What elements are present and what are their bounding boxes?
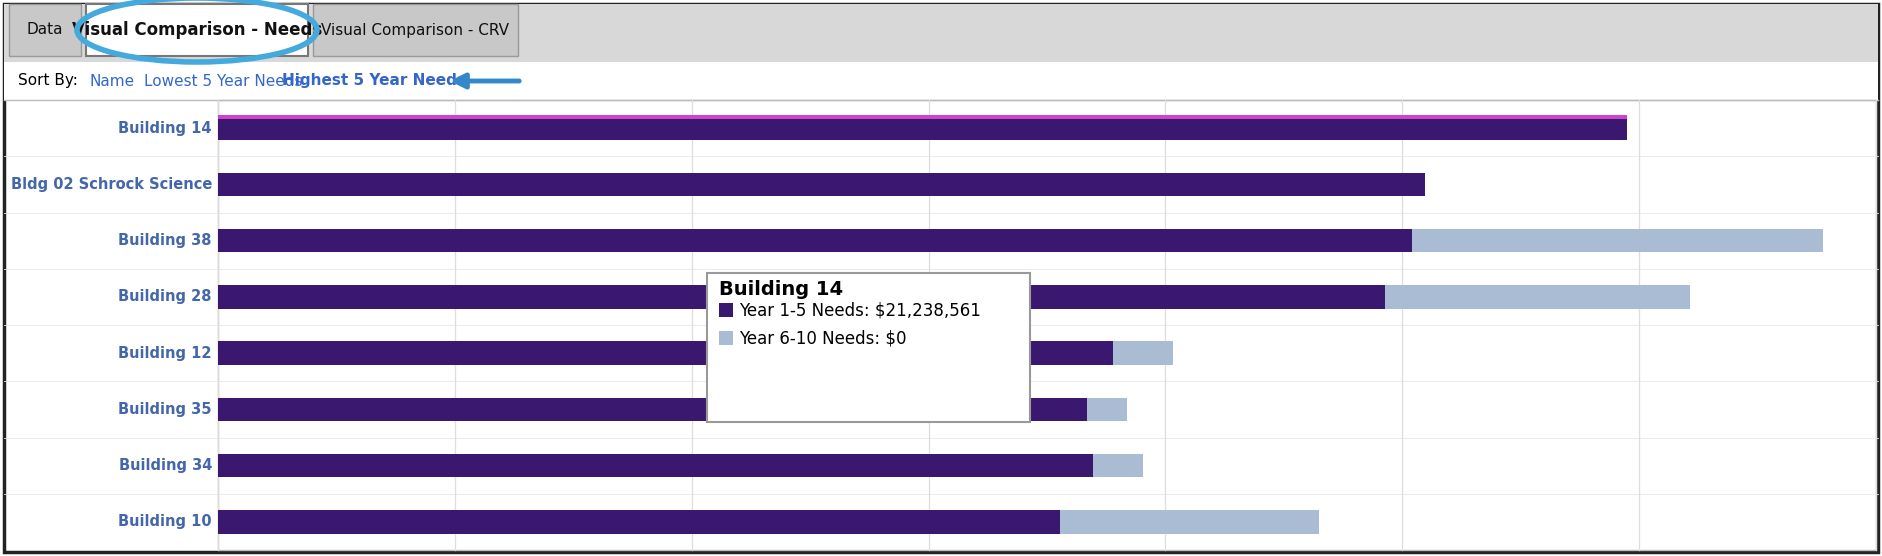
Text: Highest 5 Year Needs: Highest 5 Year Needs <box>282 73 467 88</box>
Text: Building 10: Building 10 <box>119 514 213 529</box>
Text: Building 35: Building 35 <box>119 402 213 417</box>
Bar <box>1093 454 1142 478</box>
Bar <box>1060 510 1319 534</box>
Text: Building 38: Building 38 <box>119 233 213 248</box>
Bar <box>218 100 1876 550</box>
FancyBboxPatch shape <box>708 273 1031 422</box>
Text: Lowest 5 Year Needs: Lowest 5 Year Needs <box>145 73 303 88</box>
Text: Sort By:: Sort By: <box>19 73 77 88</box>
Bar <box>1385 285 1690 309</box>
Bar <box>87 4 309 56</box>
Bar <box>218 454 1093 478</box>
Bar <box>4 62 1878 100</box>
Bar <box>719 331 734 345</box>
Text: Name: Name <box>90 73 136 88</box>
Text: Year 6-10 Needs: $0: Year 6-10 Needs: $0 <box>740 329 907 348</box>
Text: Visual Comparison - Needs: Visual Comparison - Needs <box>72 21 322 39</box>
Bar <box>218 285 1385 309</box>
Bar <box>218 172 1425 196</box>
Text: Building 12: Building 12 <box>119 346 213 361</box>
Bar <box>218 398 1086 421</box>
Bar <box>9 4 81 56</box>
Text: Building 34: Building 34 <box>119 458 213 473</box>
Bar <box>218 116 1626 140</box>
Text: Building 14: Building 14 <box>719 280 843 299</box>
Text: Bldg 02 Schrock Science: Bldg 02 Schrock Science <box>11 177 213 192</box>
Bar <box>218 510 1060 534</box>
Text: Building 28: Building 28 <box>119 289 213 304</box>
Bar <box>218 229 1412 252</box>
Bar <box>218 341 1114 365</box>
Bar <box>1412 229 1824 252</box>
Text: Visual Comparison - CRV: Visual Comparison - CRV <box>322 22 510 37</box>
Text: Year 1-5 Needs: $21,238,561: Year 1-5 Needs: $21,238,561 <box>740 301 981 319</box>
Bar <box>719 303 734 317</box>
Text: Data: Data <box>26 22 64 37</box>
Bar <box>1114 341 1172 365</box>
Bar <box>1086 398 1127 421</box>
Bar <box>218 115 1626 120</box>
Text: Building 14: Building 14 <box>119 121 213 136</box>
Bar <box>4 4 1878 62</box>
Bar <box>312 4 518 56</box>
